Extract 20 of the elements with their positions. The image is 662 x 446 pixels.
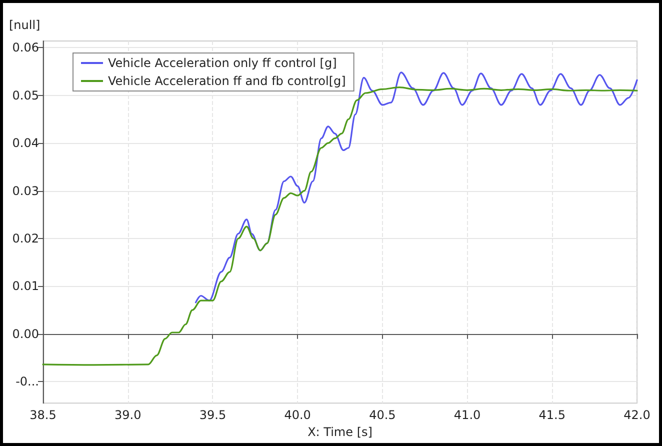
y-tick-label: -0... (16, 374, 39, 389)
legend-label: Vehicle Acceleration ff and fb control[g] (108, 74, 346, 88)
y-tick-label: 0.03 (12, 184, 39, 198)
x-tick-label: 41.0 (454, 408, 481, 422)
x-tick-label: 42.0 (624, 408, 650, 422)
x-axis-title: X: Time [s] (308, 425, 372, 439)
y-tick-label: 0.06 (12, 40, 39, 55)
y-tick-label: 0.00 (12, 326, 39, 341)
x-tick-label: 39.0 (114, 408, 142, 422)
x-tick-label: 39.5 (199, 408, 226, 422)
y-axis-title: [null] (9, 18, 40, 32)
y-tick-label: 0.04 (12, 136, 39, 150)
legend-label: Vehicle Acceleration only ff control [g] (108, 56, 337, 70)
y-tick-label: 0.01 (12, 279, 39, 294)
x-tick-label: 38.5 (30, 408, 56, 422)
y-tick-label: 0.05 (12, 88, 39, 102)
x-tick-label: 41.5 (538, 408, 566, 422)
x-tick-label: 40.0 (284, 408, 311, 422)
x-tick-label: 40.5 (369, 408, 396, 422)
y-tick-label: 0.02 (12, 232, 39, 246)
